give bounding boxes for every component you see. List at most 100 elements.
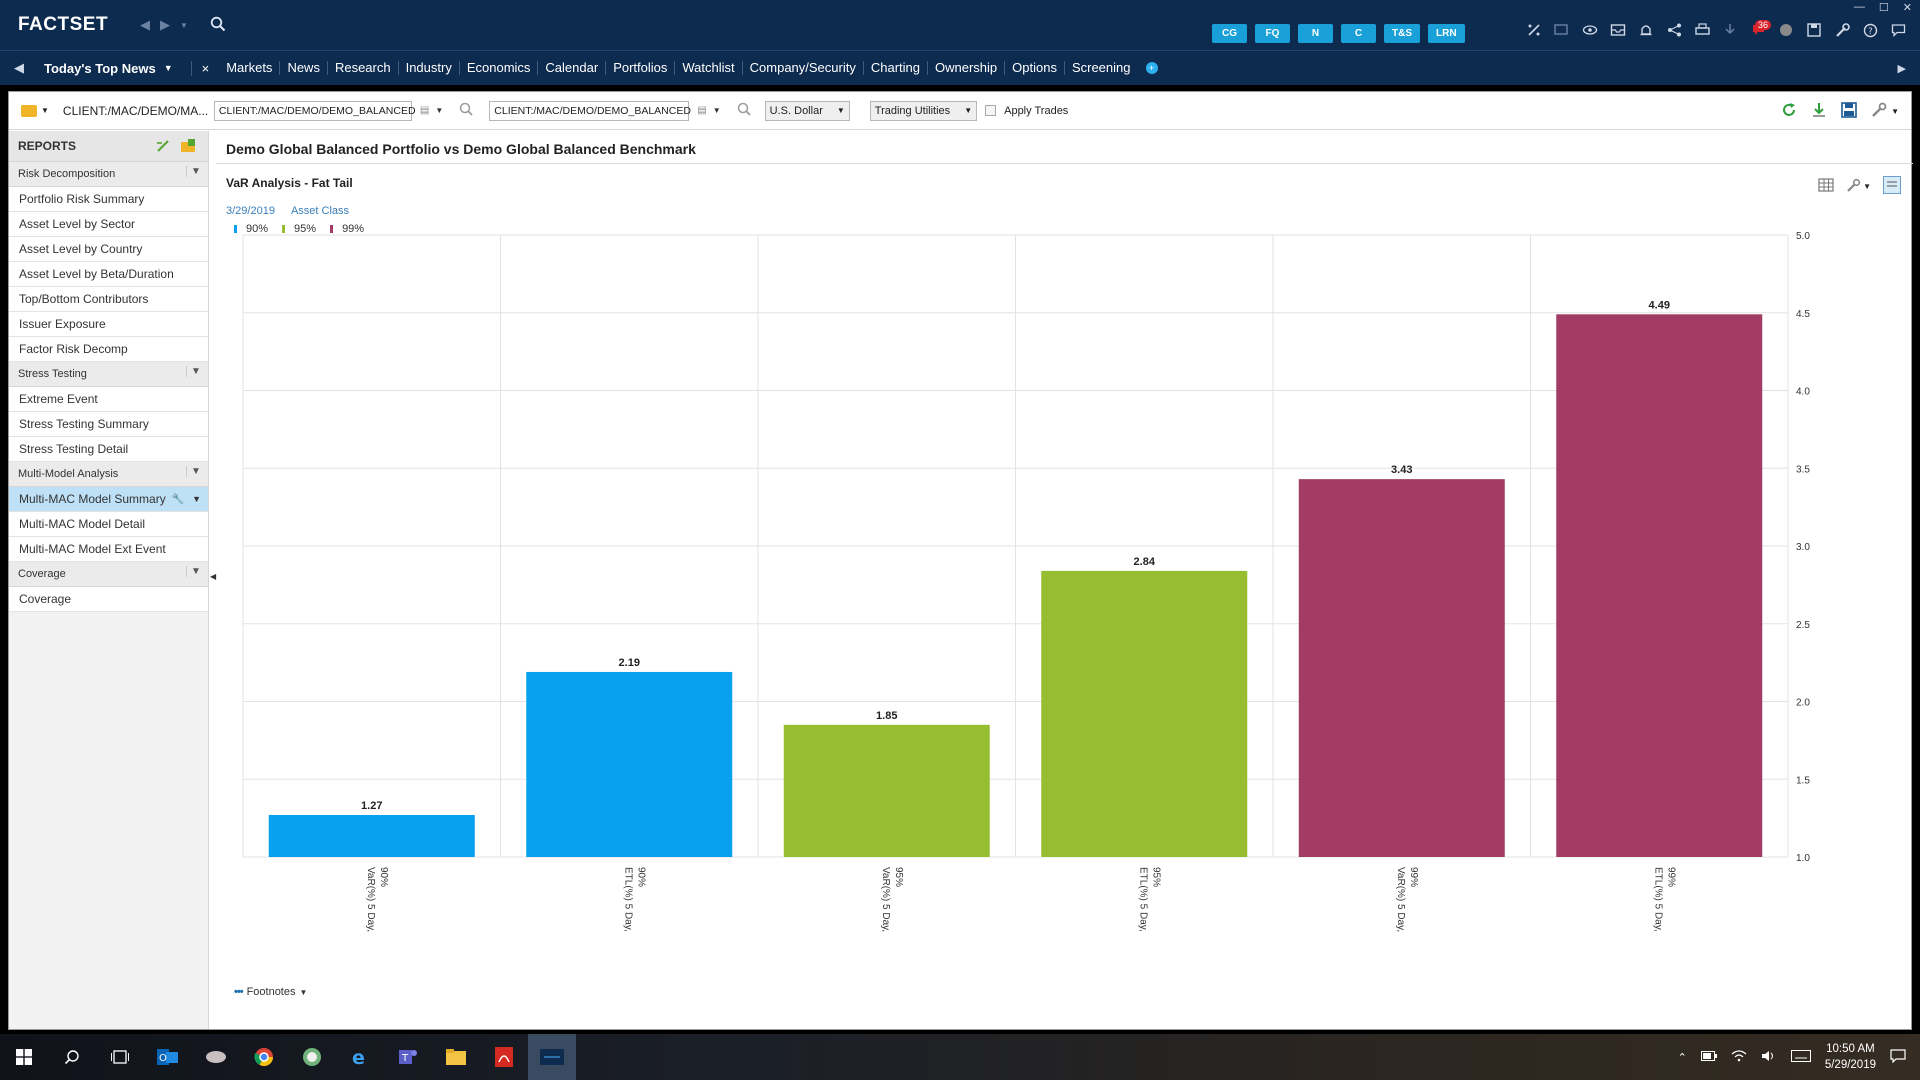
taskbar-search-icon[interactable] bbox=[48, 1034, 96, 1080]
wifi-icon[interactable] bbox=[1731, 1049, 1747, 1065]
edge-icon[interactable]: e bbox=[336, 1034, 384, 1080]
nav-scroll-left-icon[interactable]: ◀ bbox=[14, 60, 24, 75]
windows-start-icon[interactable] bbox=[0, 1034, 48, 1080]
grouping-link[interactable]: Asset Class bbox=[290, 205, 350, 217]
export-icon[interactable] bbox=[1811, 102, 1827, 121]
benchmark-dropdown-icon[interactable]: ▼ bbox=[712, 106, 721, 115]
report-item-multi-mac-model-summary[interactable]: Multi-MAC Model Summary 🔧 ▼ bbox=[9, 487, 208, 512]
settings-dropdown-icon[interactable]: ▼ bbox=[1891, 107, 1899, 116]
settings-wrench-icon[interactable] bbox=[1871, 102, 1887, 121]
nav-item-portfolios[interactable]: Portfolios bbox=[606, 61, 676, 75]
nav-scroll-right-icon[interactable]: ▶ bbox=[1897, 62, 1906, 75]
action-center-icon[interactable] bbox=[1890, 1048, 1906, 1066]
legend-item-90[interactable]: 90% bbox=[234, 223, 268, 235]
folder-icon[interactable] bbox=[21, 104, 37, 117]
report-item-asset-level-by-country[interactable]: Asset Level by Country bbox=[9, 237, 208, 262]
close-window-icon[interactable]: ✕ bbox=[1902, 2, 1912, 14]
section-multi-model-analysis[interactable]: Multi-Model Analysis ▼ bbox=[9, 462, 208, 487]
system-clock[interactable]: 10:50 AM 5/29/2019 bbox=[1824, 1043, 1876, 1071]
edit-reports-icon[interactable] bbox=[156, 139, 170, 156]
section-risk-decomposition[interactable]: Risk Decomposition ▼ bbox=[9, 162, 208, 187]
keyboard-icon[interactable] bbox=[1790, 1049, 1811, 1065]
nav-item-research[interactable]: Research bbox=[328, 61, 399, 75]
user-avatar-icon[interactable] bbox=[1778, 22, 1794, 38]
portfolio-search-icon[interactable] bbox=[459, 102, 473, 119]
volume-icon[interactable] bbox=[1761, 1050, 1777, 1065]
chat-icon[interactable] bbox=[1890, 22, 1906, 38]
nav-item-screening[interactable]: Screening bbox=[1071, 60, 1131, 75]
benchmark-input[interactable]: CLIENT:/MAC/DEMO/DEMO_BALANCED bbox=[489, 100, 691, 121]
report-item-factor-risk-decomp[interactable]: Factor Risk Decomp bbox=[9, 337, 208, 362]
nav-item-charting[interactable]: Charting bbox=[864, 61, 928, 75]
task-view-icon[interactable] bbox=[96, 1034, 144, 1080]
report-item-stress-testing-summary[interactable]: Stress Testing Summary bbox=[9, 412, 208, 437]
chart-wrench-icon[interactable] bbox=[1846, 178, 1861, 196]
chart-options-icon[interactable] bbox=[1883, 176, 1901, 197]
nav-item-options[interactable]: Options bbox=[1005, 61, 1065, 75]
quick-button-fq[interactable]: FQ bbox=[1255, 24, 1290, 43]
battery-icon[interactable] bbox=[1700, 1050, 1717, 1064]
benchmark-search-icon[interactable] bbox=[737, 102, 751, 119]
maximize-icon[interactable]: ☐ bbox=[1878, 2, 1889, 14]
report-item-asset-level-by-sector[interactable]: Asset Level by Sector bbox=[9, 212, 208, 237]
quick-button-cg[interactable]: CG bbox=[1212, 24, 1247, 43]
current-tab[interactable]: Today's Top News bbox=[44, 60, 156, 76]
report-item-issuer-exposure[interactable]: Issuer Exposure bbox=[9, 312, 208, 337]
outlook-icon[interactable]: O bbox=[144, 1034, 192, 1080]
report-item-coverage[interactable]: Coverage bbox=[9, 587, 208, 612]
download-icon[interactable] bbox=[1722, 22, 1738, 38]
section-stress-testing[interactable]: Stress Testing ▼ bbox=[9, 362, 208, 387]
refresh-icon[interactable] bbox=[1781, 102, 1797, 121]
chevron-down-icon[interactable]: ▼ bbox=[186, 366, 202, 377]
report-item-multi-mac-model-detail[interactable]: Multi-MAC Model Detail bbox=[9, 512, 208, 537]
forward-arrow-icon[interactable]: ▶ bbox=[160, 17, 170, 32]
benchmark-list-icon[interactable]: ▤ bbox=[697, 105, 707, 116]
eye-icon[interactable] bbox=[1582, 22, 1598, 38]
chevron-down-icon[interactable]: ▼ bbox=[186, 566, 202, 577]
nav-item-economics[interactable]: Economics bbox=[460, 61, 539, 75]
portfolio-list-icon[interactable]: ▤ bbox=[419, 105, 430, 116]
nav-item-industry[interactable]: Industry bbox=[399, 61, 460, 75]
minimize-icon[interactable]: — bbox=[1853, 1, 1865, 13]
bell-icon[interactable] bbox=[1638, 22, 1654, 38]
section-coverage[interactable]: Coverage ▼ bbox=[9, 562, 208, 587]
globe-app-icon[interactable] bbox=[288, 1034, 336, 1080]
report-item-top-bottom-contributors[interactable]: Top/Bottom Contributors bbox=[9, 287, 208, 312]
calculator-icon[interactable] bbox=[1526, 22, 1542, 38]
trading-utilities-select[interactable]: Trading Utilities ▼ bbox=[869, 100, 978, 121]
save-icon[interactable] bbox=[1806, 22, 1822, 38]
report-settings-icon[interactable]: 🔧 bbox=[171, 493, 184, 505]
factset-logo[interactable]: FACTSET bbox=[18, 14, 109, 35]
app-icon[interactable] bbox=[192, 1034, 240, 1080]
collapse-panel-icon[interactable]: ◀ bbox=[210, 572, 217, 581]
nav-item-news[interactable]: News bbox=[280, 61, 328, 75]
factset-taskbar-icon[interactable] bbox=[528, 1034, 576, 1080]
print-icon[interactable] bbox=[1694, 22, 1710, 38]
quick-button-c[interactable]: C bbox=[1341, 24, 1376, 43]
nav-item-calendar[interactable]: Calendar bbox=[538, 61, 607, 75]
current-tab-dropdown-icon[interactable]: ▼ bbox=[163, 63, 173, 73]
back-arrow-icon[interactable]: ◀ bbox=[140, 17, 150, 32]
currency-select[interactable]: U.S. Dollar ▼ bbox=[764, 100, 850, 121]
chevron-down-icon[interactable]: ▼ bbox=[186, 466, 202, 477]
folder-dropdown-icon[interactable]: ▼ bbox=[41, 106, 49, 115]
nav-item-markets[interactable]: Markets bbox=[219, 61, 281, 75]
report-item-portfolio-risk-summary[interactable]: Portfolio Risk Summary bbox=[9, 187, 208, 212]
add-tab-icon[interactable]: + bbox=[1145, 62, 1158, 74]
quick-button-lrn[interactable]: LRN bbox=[1428, 24, 1465, 43]
quick-button-n[interactable]: N bbox=[1298, 24, 1333, 43]
tray-chevron-up-icon[interactable]: ⌃ bbox=[1677, 1051, 1687, 1064]
legend-item-95[interactable]: 95% bbox=[282, 223, 316, 235]
apply-trades-checkbox[interactable] bbox=[985, 105, 997, 116]
report-options-dropdown-icon[interactable]: ▼ bbox=[192, 494, 201, 504]
as-of-date-link[interactable]: 3/29/2019 bbox=[226, 205, 275, 217]
monitor-icon[interactable] bbox=[1554, 22, 1570, 38]
report-item-asset-level-by-beta-duration[interactable]: Asset Level by Beta/Duration bbox=[9, 262, 208, 287]
nav-item-company-security[interactable]: Company/Security bbox=[743, 61, 864, 75]
report-item-stress-testing-detail[interactable]: Stress Testing Detail bbox=[9, 437, 208, 462]
footnotes-toggle[interactable]: ••• Footnotes ▼ bbox=[234, 986, 307, 998]
help-icon[interactable]: ? bbox=[1862, 22, 1878, 38]
teams-icon[interactable]: T bbox=[384, 1034, 432, 1080]
share-icon[interactable] bbox=[1666, 22, 1682, 38]
history-dropdown-icon[interactable]: ▼ bbox=[180, 20, 188, 30]
